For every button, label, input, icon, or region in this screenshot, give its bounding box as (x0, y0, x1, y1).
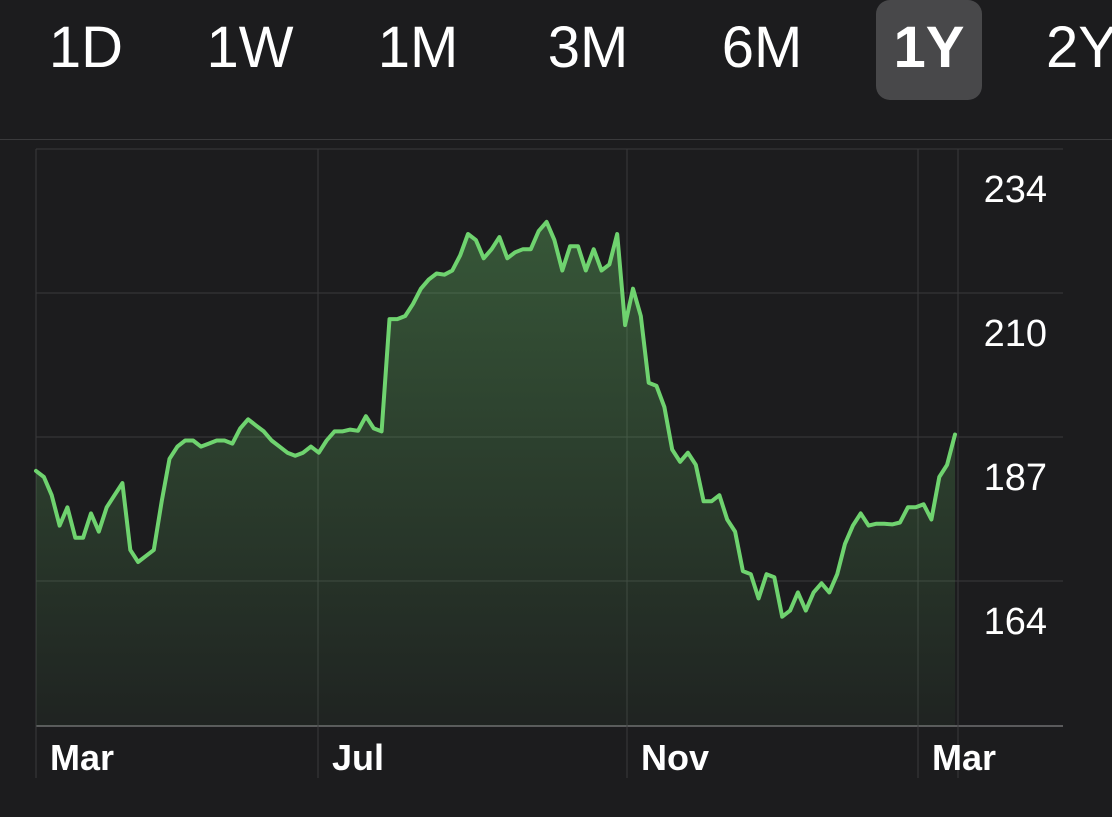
y-tick-label: 234 (984, 169, 1047, 211)
range-tab-6m[interactable]: 6M (721, 15, 803, 80)
y-axis-ticks: 234 210 187 164 (984, 169, 1047, 643)
range-divider (0, 139, 1112, 140)
x-tick-label: Mar (50, 737, 114, 778)
range-tab-1w[interactable]: 1W (206, 15, 294, 80)
price-line (34, 219, 957, 619)
range-tab-3m[interactable]: 3M (547, 15, 629, 80)
range-tab-1y[interactable]: 1Y (876, 0, 982, 100)
x-tick-label: Nov (641, 737, 709, 778)
range-tab-2y[interactable]: 2Y (1046, 15, 1112, 80)
price-area-fill (36, 221, 955, 726)
x-tick-label: Mar (932, 737, 996, 778)
range-selector: 1D 1W 1M 3M 6M 1Y 2Y (0, 0, 1112, 140)
x-axis-ticks: Mar Jul Nov Mar (50, 737, 996, 778)
y-tick-label: 164 (984, 601, 1047, 643)
range-tab-1d[interactable]: 1D (48, 15, 124, 80)
y-tick-label: 210 (984, 313, 1047, 355)
y-tick-label: 187 (984, 457, 1047, 499)
range-tab-1m[interactable]: 1M (377, 15, 459, 80)
x-tick-label: Jul (332, 737, 384, 778)
